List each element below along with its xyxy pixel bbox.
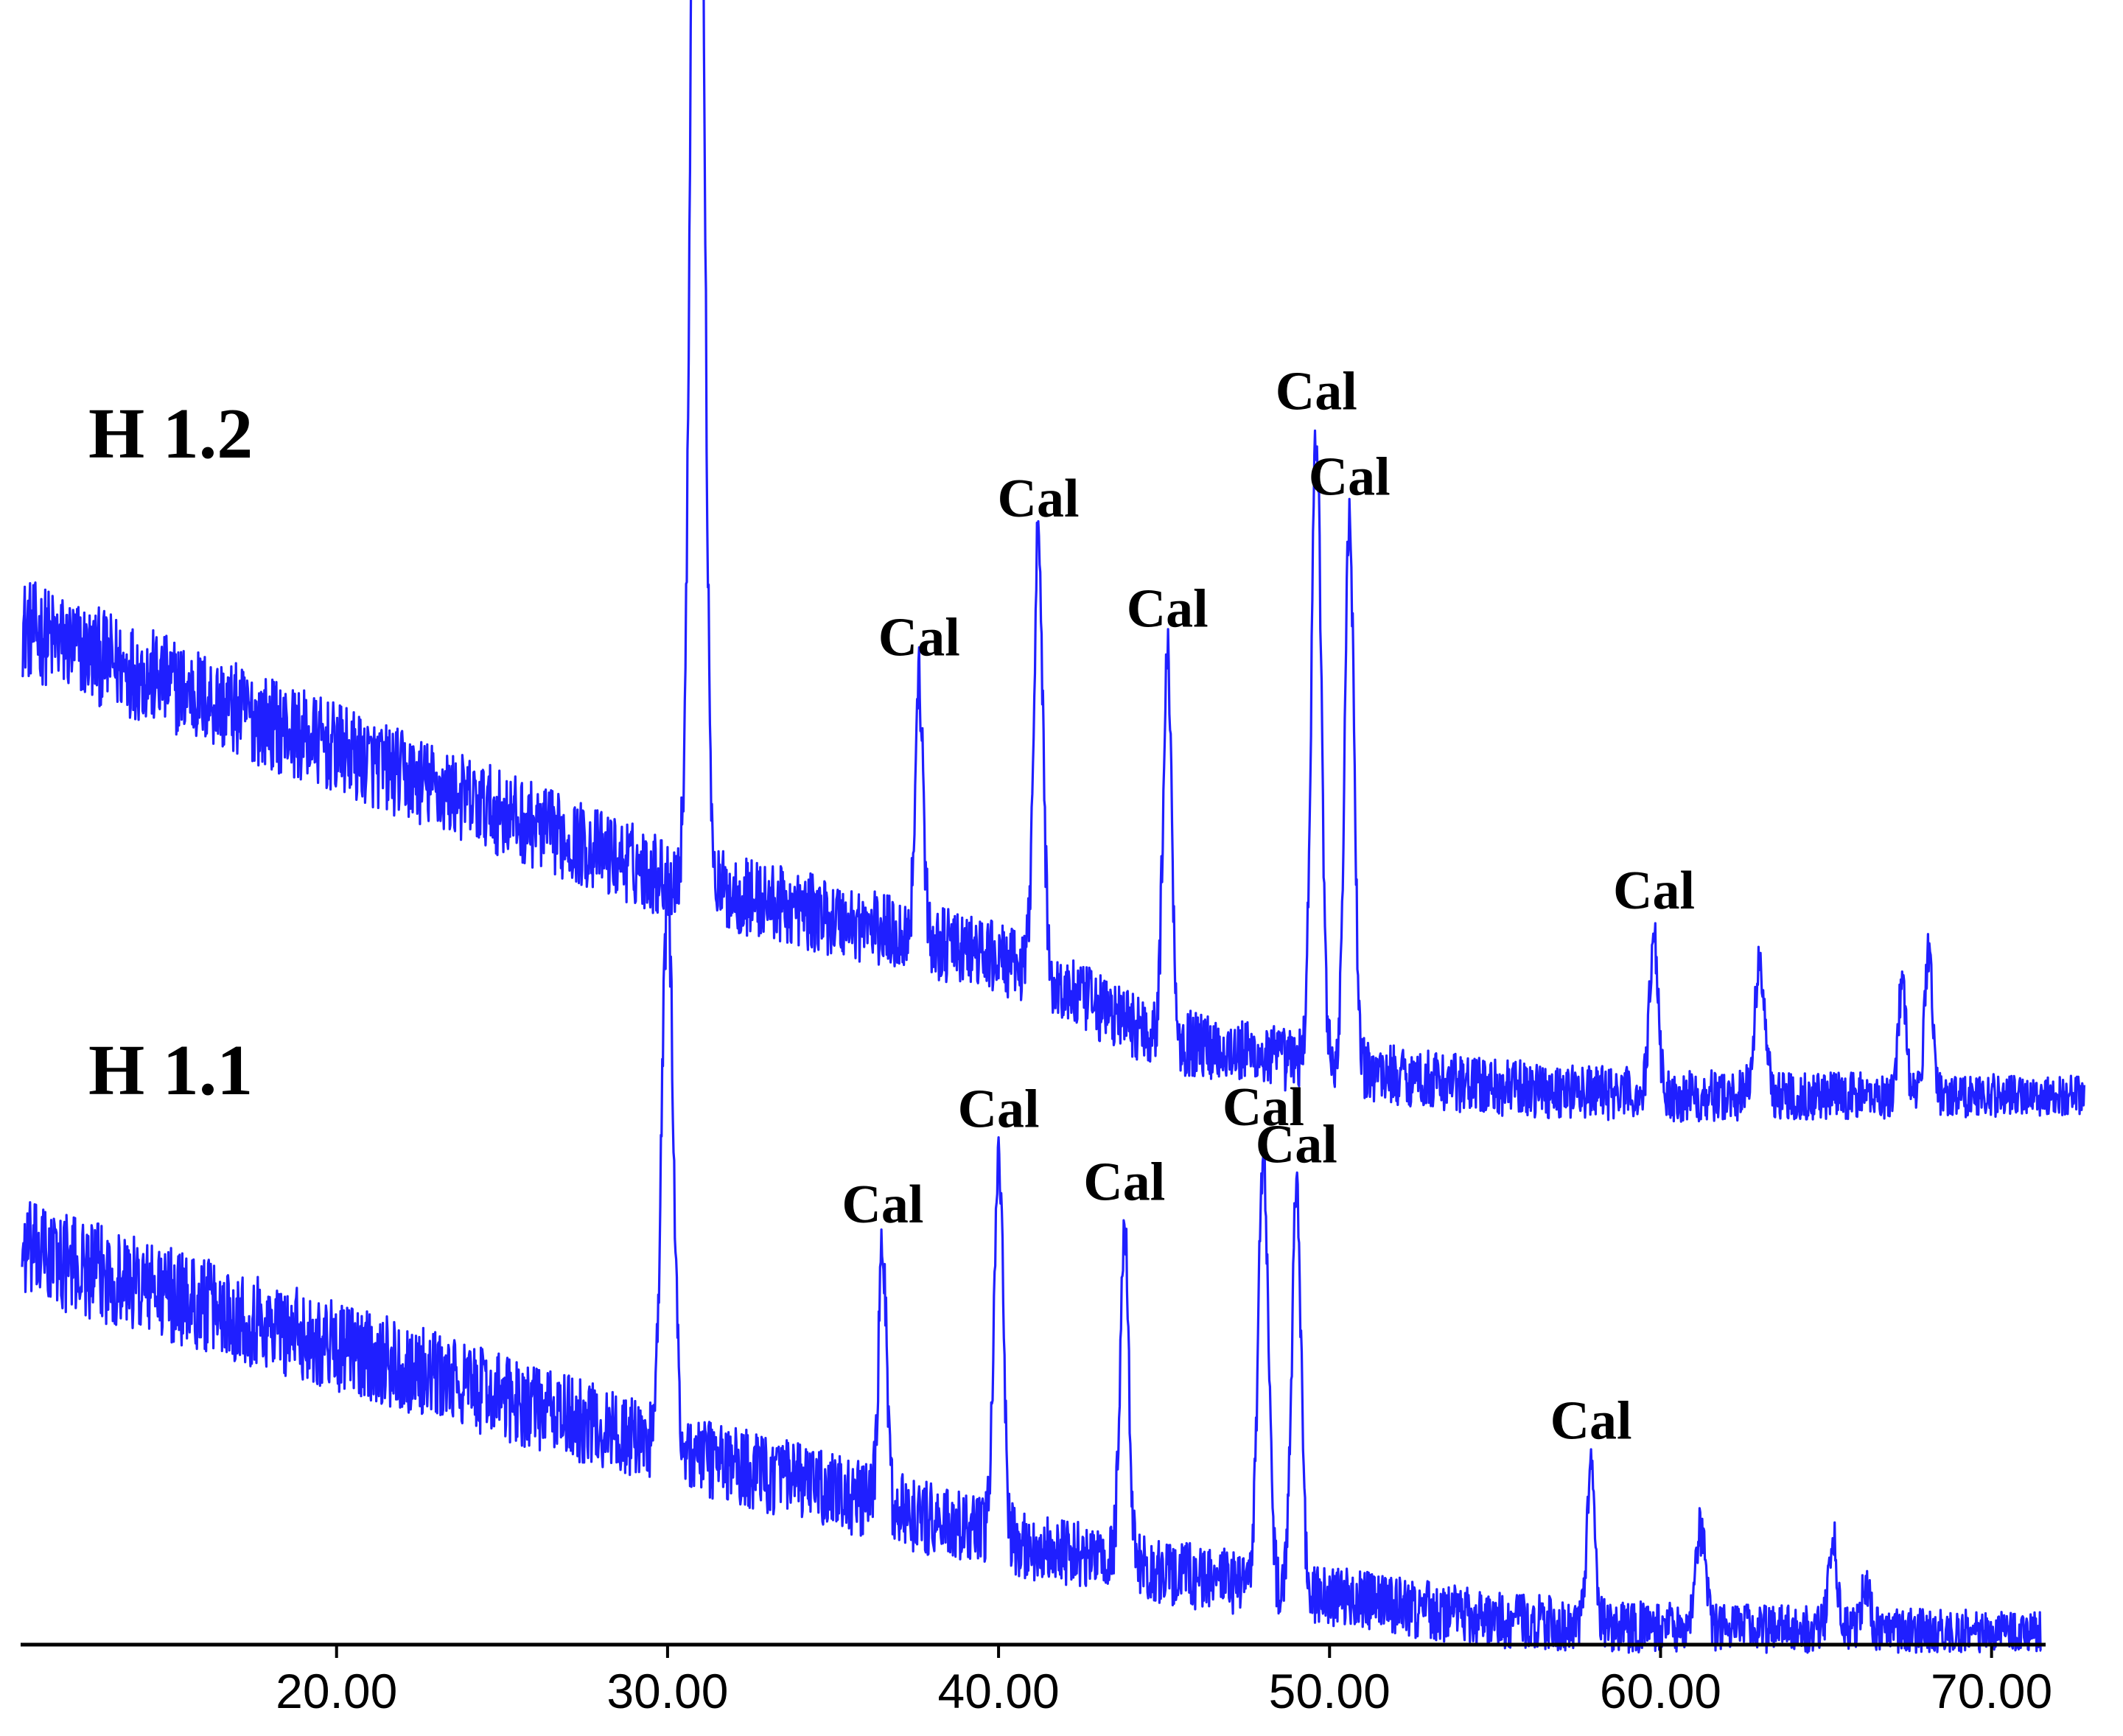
x-axis: 20.00 30.00 40.00 50.00 60.00 70.00 — [21, 1642, 2052, 1718]
peak-label: Cal — [1613, 861, 1695, 921]
series-layer — [21, 0, 2085, 1654]
peak-label: Cal — [1309, 447, 1391, 507]
label-layer: H 1.2CalCalCalCalCalCalCalH 1.1CalCalCal… — [88, 361, 1695, 1451]
peak-label: Cal — [1223, 1077, 1304, 1138]
series-label-h11: H 1.1 — [88, 1031, 253, 1110]
x-tick-label: 70.00 — [1931, 1664, 2052, 1718]
series-trace-h12 — [21, 0, 2085, 1123]
peak-label: Cal — [958, 1079, 1040, 1139]
x-tick-label: 50.00 — [1269, 1664, 1391, 1718]
series-trace-h11 — [21, 876, 2042, 1654]
peak-label: Cal — [1550, 1390, 1632, 1451]
series-label-h12: H 1.2 — [88, 394, 253, 474]
peak-label: Cal — [1083, 1152, 1165, 1213]
peak-label: Cal — [842, 1175, 923, 1235]
x-tick-label: 40.00 — [937, 1664, 1059, 1718]
peak-label: Cal — [998, 469, 1080, 529]
peak-label: Cal — [1276, 361, 1357, 421]
peak-label: Cal — [1256, 1115, 1337, 1175]
peak-label: Cal — [878, 607, 960, 668]
x-tick-label: 20.00 — [276, 1664, 397, 1718]
peak-label: Cal — [1127, 579, 1209, 640]
x-tick-label: 60.00 — [1600, 1664, 1721, 1718]
x-tick-label: 30.00 — [606, 1664, 728, 1718]
